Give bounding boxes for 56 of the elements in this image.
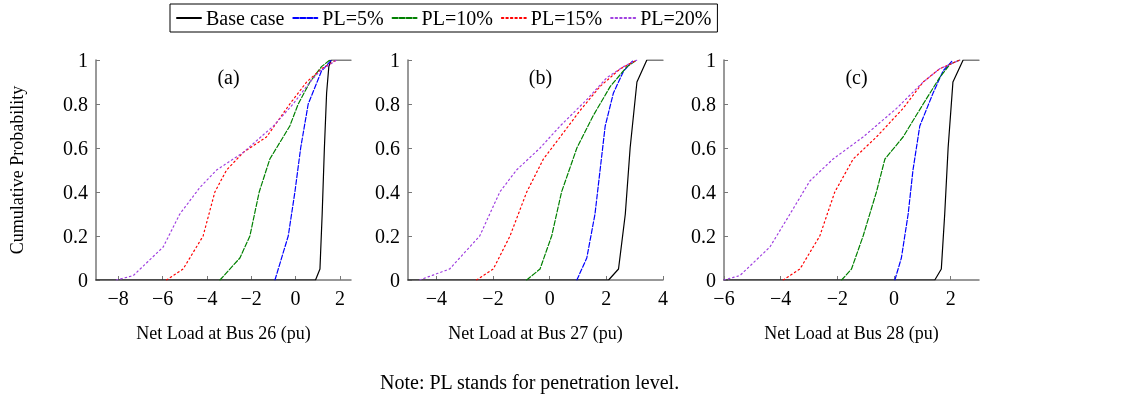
y-tick-label: 0.4 (691, 181, 716, 203)
y-tick-label: 0.6 (375, 137, 400, 159)
y-tick-label: 0 (706, 269, 716, 291)
legend-label: PL=20% (640, 7, 712, 29)
y-tick-label: 0 (78, 269, 88, 291)
x-tick-label: −2 (482, 287, 504, 309)
x-tick-label: 4 (658, 287, 668, 309)
x-axis-title: Net Load at Bus 28 (pu) (764, 323, 939, 344)
y-tick-label: 0.6 (691, 137, 716, 159)
x-tick-label: 0 (889, 287, 899, 309)
y-tick-label: 0.6 (63, 137, 88, 159)
x-tick-label: −8 (107, 287, 129, 309)
x-axis-title: Net Load at Bus 27 (pu) (448, 323, 623, 344)
line-series (894, 59, 954, 281)
chart-title: (b) (528, 66, 553, 89)
legend-label: PL=5% (322, 7, 384, 29)
y-tick-label: 1 (78, 49, 88, 71)
y-tick-label: 0 (390, 269, 400, 291)
x-tick-label: −2 (240, 287, 262, 309)
y-tick-label: 0.4 (63, 181, 88, 203)
line-series (526, 59, 638, 281)
line-series (165, 59, 338, 281)
legend-label: Base case (206, 7, 285, 29)
x-tick-label: −4 (770, 287, 792, 309)
y-tick-label: 1 (390, 49, 400, 71)
x-tick-label: −2 (826, 287, 848, 309)
line-series (274, 59, 333, 281)
y-tick-label: 0.2 (63, 225, 88, 247)
line-series (219, 59, 331, 281)
legend-label: PL=10% (421, 7, 493, 29)
x-tick-label: −6 (151, 287, 174, 309)
x-tick-label: 0 (290, 287, 301, 309)
x-tick-label: 2 (601, 287, 612, 309)
x-tick-label: 2 (945, 287, 956, 309)
x-tick-label: 2 (334, 287, 345, 309)
y-axis-title: Cumulative Probability (7, 85, 27, 255)
x-tick-label: 0 (544, 287, 555, 309)
x-tick-label: −4 (196, 287, 218, 309)
y-tick-label: 0.8 (63, 93, 88, 115)
line-series (475, 59, 638, 281)
text: Note: PL stands for penetration level. (380, 371, 680, 394)
chart-title: (c) (845, 66, 868, 89)
x-tick-label: −4 (425, 287, 447, 309)
y-tick-label: 0.2 (691, 225, 716, 247)
y-tick-label: 0.8 (691, 93, 716, 115)
x-tick-label: −6 (713, 287, 735, 309)
y-tick-label: 0.4 (375, 181, 400, 203)
line-series (840, 59, 961, 281)
y-tick-label: 0.2 (375, 225, 400, 247)
x-axis-title: Net Load at Bus 26 (pu) (136, 323, 311, 344)
y-tick-label: 1 (706, 49, 716, 71)
legend-label: PL=15% (530, 7, 603, 29)
line-series (576, 59, 635, 281)
line-series (782, 59, 961, 281)
chart-title: (a) (217, 66, 240, 89)
y-tick-label: 0.8 (375, 93, 400, 115)
